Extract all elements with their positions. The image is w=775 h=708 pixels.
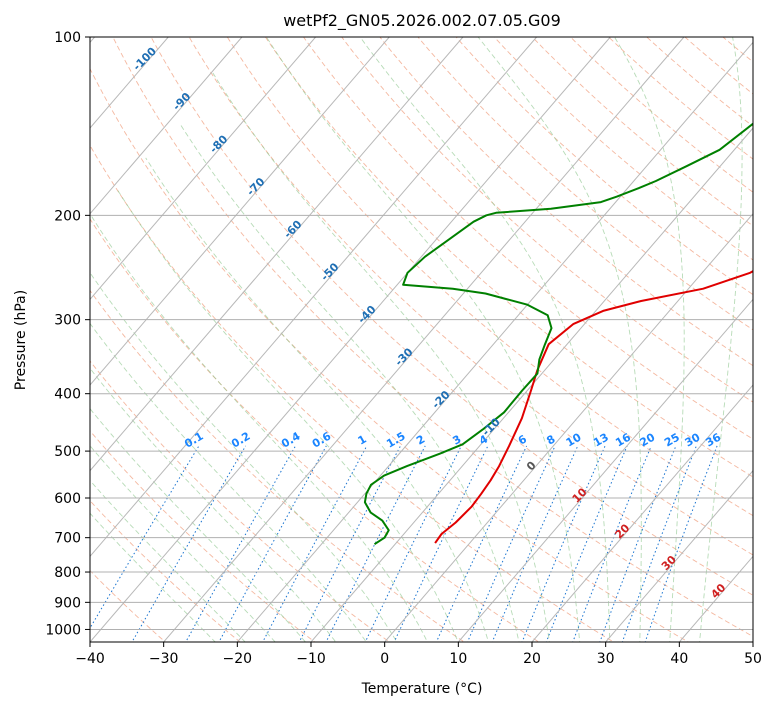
x-tick-label: 30: [597, 651, 615, 667]
moist-adiabat-line: [116, 187, 459, 642]
dry-adiabat-line: [607, 37, 753, 160]
chart-title: wetPf2_GN05.2026.002.07.05.G09: [283, 11, 561, 31]
y-tick-label: 600: [54, 491, 81, 507]
mixing-ratio-line: [90, 445, 200, 630]
x-tick-label: 20: [523, 651, 541, 667]
y-tick-label: 100: [54, 30, 81, 46]
y-tick-label: 900: [54, 595, 81, 611]
x-tick-label: −30: [149, 651, 179, 667]
isotherm-line: [90, 37, 464, 472]
dry-adiabat-line: [531, 37, 753, 227]
dry-adiabat-line: [379, 37, 753, 367]
dry-adiabat-line: [417, 37, 753, 331]
mixing-ratio-line: [599, 445, 677, 642]
isotherm-line: [90, 37, 243, 215]
isotherm-line: [90, 37, 538, 558]
y-tick-label: 400: [54, 387, 81, 403]
moist-adiabat-line: [90, 367, 337, 642]
mixing-ratio-line: [393, 445, 489, 642]
dry-adiabat-line: [303, 37, 753, 440]
dry-adiabat-line: [150, 37, 753, 596]
x-tick-label: 10: [449, 651, 467, 667]
dry-adiabat-line: [226, 37, 753, 517]
moist-adiabat-line: [266, 37, 581, 642]
isotherm-line: [531, 384, 753, 642]
isotherm-line: [163, 37, 685, 642]
y-tick-label: 300: [54, 313, 81, 329]
dewpoint-profile-line: [363, 122, 753, 546]
isotherm-line: [310, 127, 753, 642]
plot-background: [90, 37, 753, 642]
x-axis-label: Temperature (°C): [361, 681, 483, 697]
mixing-ratio-line: [364, 445, 462, 642]
moist-adiabat-line: [90, 407, 307, 642]
y-tick-label: 700: [54, 531, 81, 547]
y-tick-label: 800: [54, 565, 81, 581]
dry-adiabat-line: [90, 218, 540, 642]
moist-adiabat-line: [90, 479, 246, 642]
moist-adiabat-line: [90, 271, 398, 642]
sounding-profiles: [363, 122, 753, 546]
dry-adiabat-line: [112, 37, 753, 637]
x-tick-label: 40: [670, 651, 688, 667]
isotherm-line: [457, 298, 753, 642]
mixing-ratio-line: [545, 445, 628, 642]
dry-adiabat-line: [90, 499, 241, 642]
temperature-profile-line: [434, 270, 753, 544]
mixing-ratio-line: [325, 445, 426, 642]
isotherm-line: [605, 469, 753, 642]
y-axis-ticks: 100 200 300 400 500 600 700 800 900 1000: [45, 30, 90, 638]
isotherm-line: [90, 37, 390, 386]
dry-adiabat-line: [188, 37, 753, 556]
x-tick-label: −10: [296, 651, 326, 667]
x-tick-label: 0: [380, 651, 389, 667]
x-axis-ticks: −40 −30 −20 −10 0 10 20 30 40 50: [75, 642, 762, 667]
isotherm-line: [90, 37, 611, 642]
dry-adiabat-line: [455, 37, 753, 296]
dry-adiabat-line: [90, 289, 465, 642]
mixing-ratio-line: [621, 445, 697, 642]
isotherm-line: [90, 37, 317, 301]
y-axis-label: Pressure (hPa): [13, 290, 29, 390]
x-tick-label: −40: [75, 651, 105, 667]
moist-adiabat-line: [90, 322, 367, 642]
y-tick-label: 500: [54, 444, 81, 460]
isotherm-line: [384, 212, 753, 642]
dry-adiabat-line: [646, 37, 753, 127]
y-tick-label: 1000: [45, 622, 81, 638]
grid-lines: [90, 37, 753, 642]
isotherm-line: [236, 41, 753, 642]
dry-adiabat-line: [341, 37, 753, 403]
y-tick-label: 200: [54, 208, 81, 224]
moist-adiabat-line: [212, 72, 550, 642]
x-tick-label: −20: [223, 651, 253, 667]
dry-adiabat-line: [264, 37, 753, 478]
mixing-ratio-line: [521, 445, 606, 642]
moist-adiabat-line: [90, 512, 216, 642]
mixing-ratio-line: [644, 445, 718, 642]
plot-frame: [89, 36, 754, 643]
x-tick-label: 50: [744, 651, 762, 667]
